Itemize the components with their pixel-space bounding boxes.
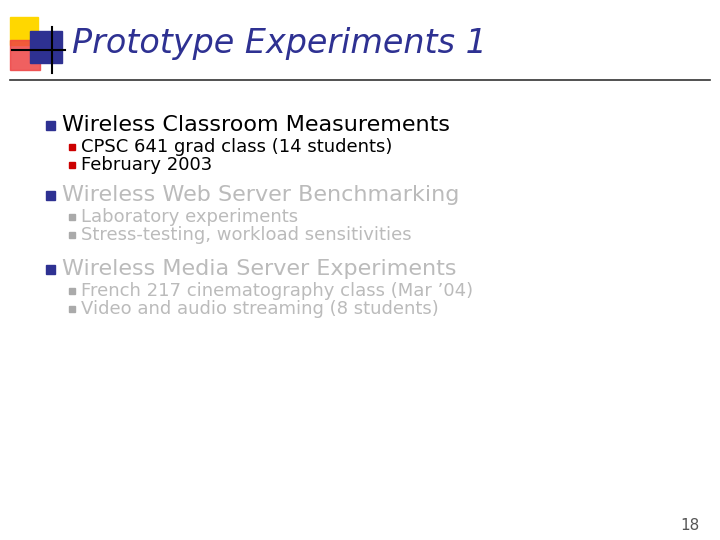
Text: Stress-testing, workload sensitivities: Stress-testing, workload sensitivities [81,226,412,244]
Text: Wireless Media Server Experiments: Wireless Media Server Experiments [62,259,456,279]
Bar [69,214,75,220]
Bar [69,306,75,312]
Bar [69,162,75,168]
Bar [69,144,75,150]
Text: Prototype Experiments 1: Prototype Experiments 1 [72,26,487,59]
Text: February 2003: February 2003 [81,156,212,174]
Text: Video and audio streaming (8 students): Video and audio streaming (8 students) [81,300,438,318]
Bar [10,40,40,70]
Text: Laboratory experiments: Laboratory experiments [81,208,298,226]
Text: French 217 cinematography class (Mar ’04): French 217 cinematography class (Mar ’04… [81,282,473,300]
Text: Wireless Web Server Benchmarking: Wireless Web Server Benchmarking [62,185,459,205]
Bar [30,31,62,63]
Bar [45,120,55,130]
Text: Wireless Classroom Measurements: Wireless Classroom Measurements [62,115,450,135]
Text: 18: 18 [680,517,700,532]
Bar [69,232,75,238]
Bar [45,191,55,199]
Bar [69,288,75,294]
Text: CPSC 641 grad class (14 students): CPSC 641 grad class (14 students) [81,138,392,156]
Bar [45,265,55,273]
Bar [10,17,38,45]
